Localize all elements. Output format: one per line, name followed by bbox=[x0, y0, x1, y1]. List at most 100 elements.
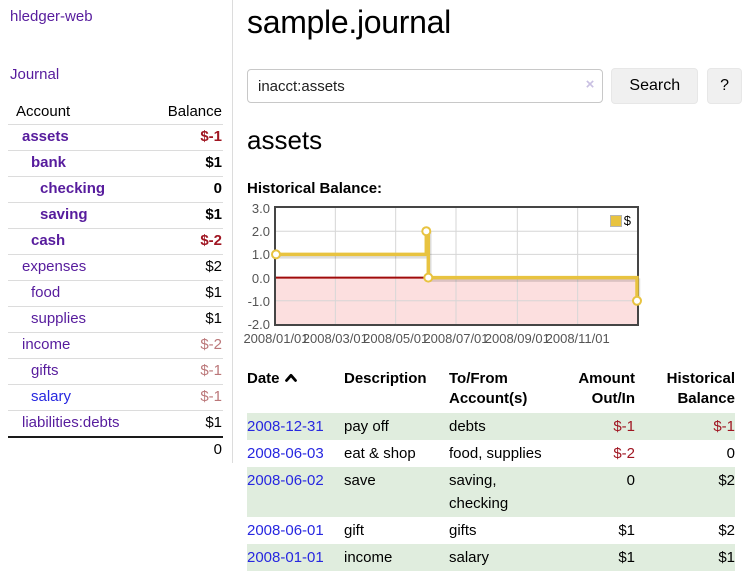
register-row: 2008-12-31 pay off debts $-1 $-1 bbox=[247, 413, 735, 440]
accounts-total-row: 0 bbox=[8, 436, 223, 463]
transaction-date-link[interactable]: 2008-12-31 bbox=[247, 418, 324, 435]
sidebar-account-assets[interactable]: assets bbox=[22, 128, 69, 145]
transaction-date-link[interactable]: 2008-06-01 bbox=[247, 522, 324, 539]
sidebar-account-supplies[interactable]: supplies bbox=[31, 310, 87, 327]
search-button[interactable]: Search bbox=[611, 68, 699, 104]
account-row: checking 0 bbox=[8, 176, 223, 203]
x-axis-tick-label: 2008/11/01 bbox=[545, 331, 610, 346]
transaction-amount: $-1 bbox=[557, 413, 635, 440]
sidebar-account-cash[interactable]: cash bbox=[31, 232, 66, 249]
sidebar-account-checking[interactable]: checking bbox=[40, 180, 106, 197]
main-content: sample.journal × Search ? assets Histori… bbox=[233, 0, 742, 571]
register-row: 2008-01-01 income salary $1 $1 bbox=[247, 544, 735, 571]
transaction-balance: $2 bbox=[718, 522, 735, 539]
transaction-amount: 0 bbox=[557, 467, 635, 517]
transaction-amount: $1 bbox=[557, 544, 635, 571]
accounts-total-value: 0 bbox=[145, 436, 223, 463]
account-row: liabilities:debts $1 bbox=[8, 411, 223, 438]
account-balance: $1 bbox=[145, 202, 223, 229]
account-balance: $1 bbox=[205, 414, 222, 431]
y-axis-tick-label: 0.0 bbox=[251, 270, 270, 286]
register-row: 2008-06-03 eat & shop food, supplies $-2 0 bbox=[247, 440, 735, 467]
account-row: gifts $-1 bbox=[8, 358, 223, 385]
search-box: × bbox=[247, 69, 604, 103]
sidebar-account-saving[interactable]: saving bbox=[40, 206, 88, 223]
chart-plot-area[interactable]: $ bbox=[271, 206, 642, 326]
sidebar-account-liabilities-debts[interactable]: liabilities:debts bbox=[22, 414, 120, 431]
transaction-accounts: food, supplies bbox=[449, 445, 542, 462]
historical-balance-chart[interactable]: $3.0 2.0 1.0 0.0 -1.0 -2.0 2008/01/01 2008/03/0… bbox=[243, 201, 742, 352]
search-form: × Search ? bbox=[247, 68, 742, 104]
transaction-accounts: salary bbox=[449, 544, 557, 571]
x-axis-tick-label: 2008/09/01 bbox=[484, 331, 550, 346]
account-balance: $1 bbox=[145, 280, 223, 307]
transaction-date-link[interactable]: 2008-06-03 bbox=[247, 445, 324, 462]
transaction-balance: $2 bbox=[635, 467, 735, 517]
transaction-amount: $1 bbox=[618, 522, 635, 539]
account-balance: $-1 bbox=[145, 384, 223, 411]
account-balance: $1 bbox=[145, 306, 223, 333]
register-row: 2008-06-01 gift gifts $1 $2 bbox=[247, 517, 735, 544]
sidebar-account-gifts[interactable]: gifts bbox=[31, 362, 59, 379]
transaction-date-link[interactable]: 2008-06-02 bbox=[247, 472, 324, 489]
accounts-table: Account Balance assets $-1 bank $1 checking 0… bbox=[8, 100, 223, 463]
sidebar-item-journal[interactable]: Journal bbox=[10, 66, 60, 83]
transaction-description: save bbox=[344, 467, 449, 517]
transaction-description: income bbox=[344, 544, 449, 571]
register-header-date[interactable]: Date bbox=[247, 369, 344, 413]
transaction-description: pay off bbox=[344, 413, 449, 440]
register-header-accounts: To/From Account(s) bbox=[449, 370, 528, 407]
sidebar-account-bank[interactable]: bank bbox=[31, 154, 67, 171]
y-axis-tick-label: 2.0 bbox=[251, 224, 270, 240]
register-header-description: Description bbox=[344, 370, 427, 387]
account-row: cash $-2 bbox=[8, 228, 223, 255]
transaction-description: eat & shop bbox=[344, 445, 416, 462]
y-axis-tick-label: 1.0 bbox=[251, 247, 270, 263]
account-row: saving $1 bbox=[8, 202, 223, 229]
sidebar-account-salary[interactable]: salary bbox=[31, 388, 72, 405]
transaction-accounts: saving, checking bbox=[449, 467, 557, 517]
sidebar-account-food[interactable]: food bbox=[31, 284, 61, 301]
x-axis-tick-label: 2008/05/01 bbox=[363, 331, 429, 346]
y-axis-tick-label: 3.0 bbox=[251, 201, 270, 216]
sidebar-nav: Journal bbox=[10, 66, 223, 84]
transaction-amount: $-2 bbox=[613, 445, 635, 462]
chart-title: Historical Balance: bbox=[247, 180, 383, 197]
x-axis-tick-label: 2008/03/01 bbox=[302, 331, 368, 346]
transaction-date-link[interactable]: 2008-01-01 bbox=[247, 549, 324, 566]
account-row: expenses $2 bbox=[8, 254, 223, 281]
register-header-balance: Historical Balance bbox=[666, 370, 735, 407]
account-row: food $1 bbox=[8, 280, 223, 307]
account-balance: 0 bbox=[145, 176, 223, 203]
search-input[interactable] bbox=[247, 69, 604, 103]
account-balance: $2 bbox=[145, 254, 223, 281]
transaction-accounts: debts bbox=[449, 413, 557, 440]
account-balance: $-2 bbox=[145, 332, 223, 359]
register-table: Date Description To/From Account(s) Amou… bbox=[247, 369, 735, 571]
account-balance: $1 bbox=[145, 150, 223, 177]
brand-link[interactable]: hledger-web bbox=[10, 8, 93, 25]
y-axis-tick-label: -2.0 bbox=[247, 317, 270, 332]
account-row: salary $-1 bbox=[8, 384, 223, 411]
register-header-row: Date Description To/From Account(s) Amou… bbox=[247, 369, 735, 413]
transaction-accounts: gifts bbox=[449, 522, 477, 539]
transaction-balance: $1 bbox=[635, 544, 735, 571]
register-row: 2008-06-02 save saving, checking 0 $2 bbox=[247, 467, 735, 517]
legend-swatch-icon bbox=[609, 214, 622, 227]
transaction-balance: 0 bbox=[726, 445, 735, 462]
account-row: bank $1 bbox=[8, 150, 223, 177]
account-row: assets $-1 bbox=[8, 124, 223, 151]
account-row: income $-2 bbox=[8, 332, 223, 359]
accounts-header-row: Account Balance bbox=[8, 100, 223, 125]
y-axis-tick-label: -1.0 bbox=[247, 293, 270, 309]
clear-search-icon[interactable]: × bbox=[585, 76, 595, 93]
x-axis-tick-label: 2008/01/01 bbox=[243, 331, 309, 346]
sidebar-account-income[interactable]: income bbox=[22, 336, 71, 353]
page-title: sample.journal bbox=[247, 4, 451, 40]
account-balance: $-1 bbox=[145, 358, 223, 385]
help-button[interactable]: ? bbox=[707, 68, 742, 104]
account-balance: $-2 bbox=[145, 228, 223, 255]
chart-legend: $ bbox=[607, 212, 633, 229]
account-row: supplies $1 bbox=[8, 306, 223, 333]
sidebar-account-expenses[interactable]: expenses bbox=[22, 258, 87, 275]
